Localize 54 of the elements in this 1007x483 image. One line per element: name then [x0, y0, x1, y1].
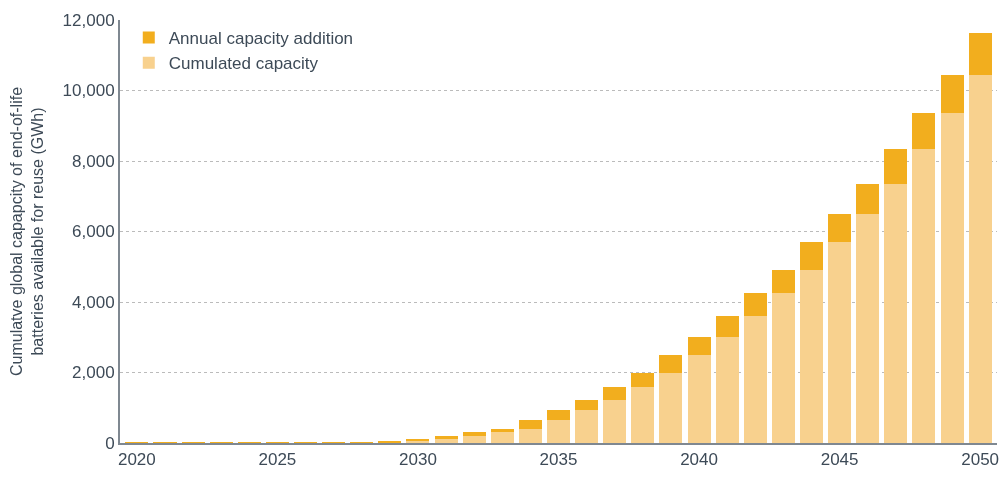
- bar: [912, 112, 936, 150]
- bar: [603, 399, 627, 443]
- x-tick-label: 2045: [820, 450, 859, 470]
- bar: [799, 269, 824, 443]
- y-tick-label: 10,000: [62, 81, 115, 101]
- x-tick-label: 2050: [961, 450, 1000, 470]
- bar: [968, 33, 992, 75]
- x-tick-label: 2020: [117, 450, 156, 470]
- bar: [575, 399, 599, 411]
- y-axis-title: Cumulatve global capapcity of end-of-life batteries available for reuse (GWh): [8, 86, 46, 377]
- bar: [771, 269, 795, 294]
- legend-label: Annual capacity addition: [168, 29, 354, 49]
- bar: [687, 354, 711, 443]
- bar: [631, 372, 655, 387]
- bar: [659, 372, 683, 443]
- bar: [687, 337, 711, 355]
- y-tick-label: 0: [105, 433, 115, 453]
- bar: [715, 337, 739, 443]
- bar: [912, 149, 936, 443]
- bar: [462, 432, 486, 437]
- bar: [940, 112, 964, 443]
- bar: [546, 420, 571, 443]
- bar: [940, 74, 964, 113]
- bar: [715, 316, 739, 338]
- bar: [743, 316, 767, 443]
- bar: [490, 432, 514, 443]
- y-tick-label: 8,000: [72, 151, 115, 171]
- bar: [968, 74, 992, 443]
- y-tick-label: 2,000: [72, 363, 115, 383]
- bar: [884, 183, 908, 443]
- bar: [546, 410, 571, 421]
- legend-label: Cumulated capacity: [168, 54, 319, 74]
- bar: [462, 436, 486, 443]
- bar: [743, 293, 767, 317]
- bar: [575, 410, 599, 443]
- x-tick-label: 2025: [258, 450, 297, 470]
- bar: [856, 214, 880, 443]
- x-tick-label: 2040: [680, 450, 718, 470]
- bar: [659, 354, 683, 373]
- bar: [518, 420, 542, 429]
- bar: [856, 183, 880, 215]
- bar: [799, 242, 824, 270]
- bar: [828, 214, 852, 243]
- bar: [603, 386, 627, 400]
- bar: [518, 428, 542, 443]
- y-tick-label: 4,000: [72, 292, 115, 312]
- y-tick-label: 12,000: [62, 10, 115, 30]
- x-tick-label: 2035: [539, 450, 578, 470]
- bar: [884, 149, 908, 184]
- x-tick-label: 2030: [399, 450, 437, 470]
- bar: [771, 293, 795, 443]
- y-tick-label: 6,000: [72, 222, 115, 242]
- bar: [631, 386, 655, 443]
- bar: [828, 242, 852, 443]
